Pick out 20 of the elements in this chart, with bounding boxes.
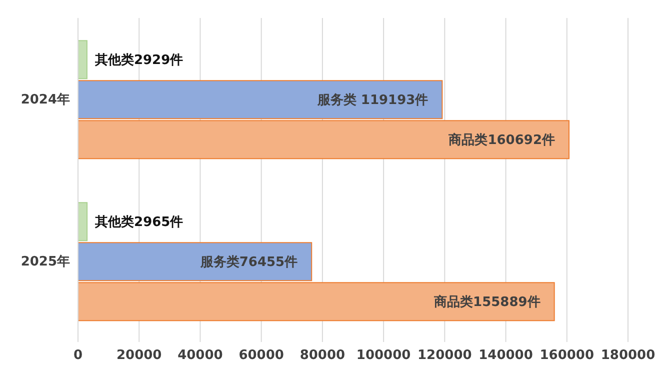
x-tick-label: 100000 [356,348,411,364]
data-label: 商品类160692件 [448,132,556,148]
x-tick-label: 160000 [540,348,594,364]
bar [78,40,88,80]
x-tick-label: 120000 [418,348,472,364]
x-tick-label: 80000 [300,348,346,364]
x-tick-label: 140000 [478,348,533,364]
x-tick-label: 60000 [238,348,284,364]
data-label: 其他类2965件 [94,215,184,230]
data-label: 其他类2929件 [94,53,184,68]
x-tick-label: 40000 [178,348,223,364]
y-tick-label: 2024年 [20,92,70,108]
bar [78,202,88,242]
x-tick-label: 20000 [116,348,162,364]
data-label: 商品类155889件 [433,294,540,310]
data-label: 服务类 119193件 [316,93,428,108]
x-tick-label: 0 [73,348,83,364]
x-tick-label: 180000 [600,348,656,364]
y-tick-label: 2025年 [20,254,70,270]
data-label: 服务类76455件 [199,255,298,270]
